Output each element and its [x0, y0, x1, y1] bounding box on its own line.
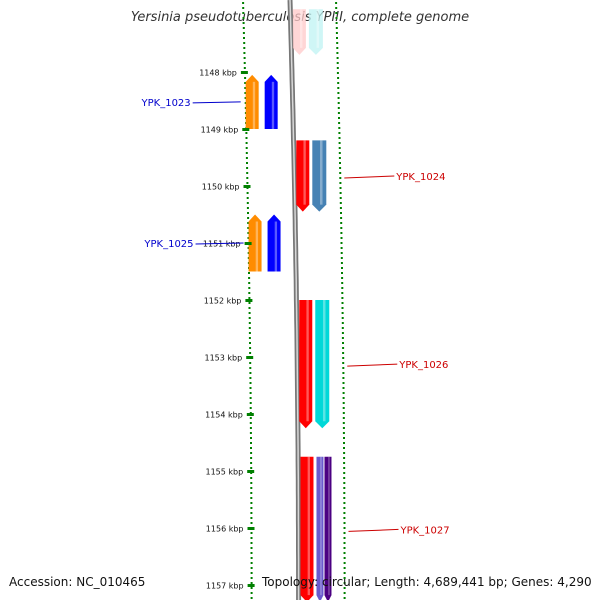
gene-YPK_1025[interactable]: [248, 214, 281, 272]
tick-mark: [247, 527, 255, 530]
gene-block: [248, 214, 262, 272]
gene-label-leader: [347, 363, 398, 367]
tick-label: 1151 kbp: [203, 240, 241, 249]
tick-mark: [242, 128, 250, 131]
genome-summary: Topology: circular; Length: 4,689,441 bp…: [262, 575, 592, 589]
gene-YPK_1026[interactable]: [299, 300, 330, 429]
tick-mark: [245, 299, 253, 302]
cds-block-shine: [320, 456, 322, 596]
cds-block-shine: [271, 81, 275, 129]
tick-mark: [243, 185, 251, 188]
gene-block-shine: [300, 9, 303, 48]
inner-dotted-guide: [242, 2, 253, 599]
tick-mark: [246, 413, 254, 416]
gene-label-leader: [344, 175, 395, 179]
tick-label: 1149 kbp: [201, 126, 239, 135]
cds-block-shine: [320, 140, 323, 205]
gene-block: [296, 140, 310, 212]
gene-YPK_1024[interactable]: [296, 140, 327, 212]
genome-backbone-highlight: [289, 0, 300, 600]
gene-YPK_1027[interactable]: [300, 456, 332, 600]
cds-block: [316, 456, 324, 600]
gene-block: [292, 9, 306, 55]
genome-backbone: [287, 0, 302, 600]
cds-block-shine: [322, 300, 326, 422]
gene-label-leader: [192, 101, 241, 104]
gene-block: [245, 74, 259, 129]
tick-label: 1154 kbp: [205, 411, 243, 420]
gene-label[interactable]: YPK_1026: [398, 360, 448, 371]
gene-label[interactable]: YPK_1025: [143, 239, 193, 250]
cds-block: [267, 214, 281, 272]
tick-mark: [244, 242, 252, 245]
tick-label: 1152 kbp: [204, 297, 242, 306]
gene-YPK_1023[interactable]: [245, 74, 278, 129]
outer-dotted-guide: [335, 2, 346, 599]
tick-label: 1150 kbp: [202, 183, 240, 192]
gene-label[interactable]: YPK_1027: [399, 525, 449, 536]
cds-block: [315, 300, 330, 429]
cds-block: [264, 74, 278, 129]
cds-block-shine: [316, 9, 320, 48]
gene-block: [300, 456, 314, 600]
gene-block-shine: [306, 300, 309, 422]
cds-block-2: [324, 456, 332, 600]
gene-label[interactable]: YPK_1024: [395, 172, 445, 183]
gene-label-leader: [348, 528, 399, 532]
gene-label-leader: [195, 242, 244, 245]
tick-mark: [247, 470, 255, 473]
tick-label: 1157 kbp: [206, 582, 244, 591]
accession-label: Accession: NC_010465: [9, 575, 146, 589]
tick-label: 1148 kbp: [199, 69, 237, 78]
tick-label: 1153 kbp: [204, 354, 242, 363]
gene-block-shine: [307, 456, 310, 596]
gene-partial[interactable]: [292, 9, 323, 55]
gene-block-shine: [252, 81, 256, 129]
cds-block-2-shine: [328, 456, 330, 596]
tick-mark: [240, 71, 248, 74]
gene-block-shine: [303, 140, 306, 205]
gene-block-shine: [255, 221, 259, 272]
cds-block-shine: [274, 221, 278, 272]
gene-block: [299, 300, 313, 429]
cds-block: [312, 140, 327, 212]
cds-block: [308, 9, 323, 55]
tick-label: 1156 kbp: [206, 525, 244, 534]
tick-label: 1155 kbp: [205, 468, 243, 477]
tick-mark: [247, 584, 255, 587]
gene-label[interactable]: YPK_1023: [141, 98, 191, 109]
tick-mark: [246, 356, 254, 359]
